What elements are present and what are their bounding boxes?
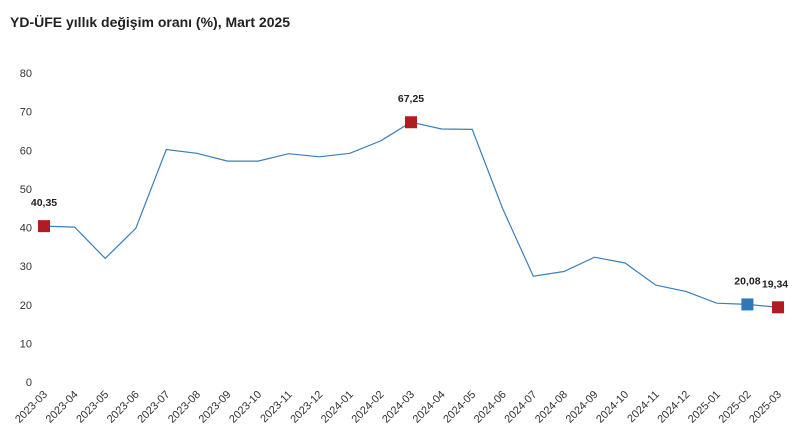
data-label: 40,35: [31, 197, 57, 209]
x-tick-label: 2024-11: [625, 389, 661, 425]
y-tick-label: 80: [20, 68, 32, 80]
highlight-markers: 40,35 67,25 20,08 19,34: [31, 93, 788, 314]
y-tick-label: 30: [20, 261, 32, 273]
x-tick-label: 2024-12: [655, 389, 692, 426]
data-point-marker: [38, 220, 50, 233]
chart-title: YD-ÜFE yıllık değişim oranı (%), Mart 20…: [10, 14, 291, 30]
x-tick-label: 2024-07: [502, 389, 539, 426]
data-label: 19,34: [762, 278, 788, 290]
y-tick-label: 40: [20, 223, 32, 235]
data-label: 20,08: [734, 275, 760, 287]
y-tick-label: 0: [26, 377, 32, 389]
x-tick-label: 2023-12: [288, 389, 325, 426]
x-tick-label: 2024-02: [350, 389, 387, 426]
x-tick-label: 2024-10: [594, 389, 631, 426]
x-tick-label: 2023-03: [13, 389, 50, 426]
series-line: [43, 121, 779, 308]
x-tick-label: 2024-04: [411, 389, 448, 426]
x-tick-label: 2023-11: [258, 389, 294, 425]
x-tick-label: 2023-08: [166, 389, 203, 426]
y-tick-label: 10: [20, 338, 32, 350]
x-tick-label: 2024-01: [319, 389, 356, 426]
data-point-marker: [772, 301, 784, 314]
x-tick-label: 2023-07: [135, 389, 172, 426]
data-point-marker: [405, 116, 417, 129]
x-tick-label: 2025-03: [747, 389, 784, 426]
y-tick-label: 70: [20, 107, 32, 119]
x-tick-label: 2024-03: [380, 389, 417, 426]
x-tick-label: 2025-02: [717, 389, 754, 426]
x-tick-label: 2023-10: [227, 389, 264, 426]
x-tick-label: 2023-09: [197, 389, 234, 426]
y-tick-label: 60: [20, 145, 32, 157]
x-tick-label: 2024-08: [533, 389, 570, 426]
x-axis: 2023-032023-042023-052023-062023-072023-…: [13, 389, 784, 426]
data-point-marker: [741, 298, 754, 311]
x-tick-label: 2023-05: [74, 389, 111, 426]
x-tick-label: 2024-06: [472, 389, 509, 426]
x-tick-label: 2023-06: [105, 389, 142, 426]
y-tick-label: 20: [20, 300, 32, 312]
y-axis: 0 10 20 30 40 50 60 70 80: [20, 68, 32, 389]
x-tick-label: 2025-01: [686, 389, 723, 426]
x-tick-label: 2024-09: [564, 389, 601, 426]
data-label: 67,25: [398, 93, 424, 105]
x-tick-label: 2023-04: [44, 389, 81, 426]
y-tick-label: 50: [20, 184, 32, 196]
x-tick-label: 2024-05: [441, 389, 478, 426]
